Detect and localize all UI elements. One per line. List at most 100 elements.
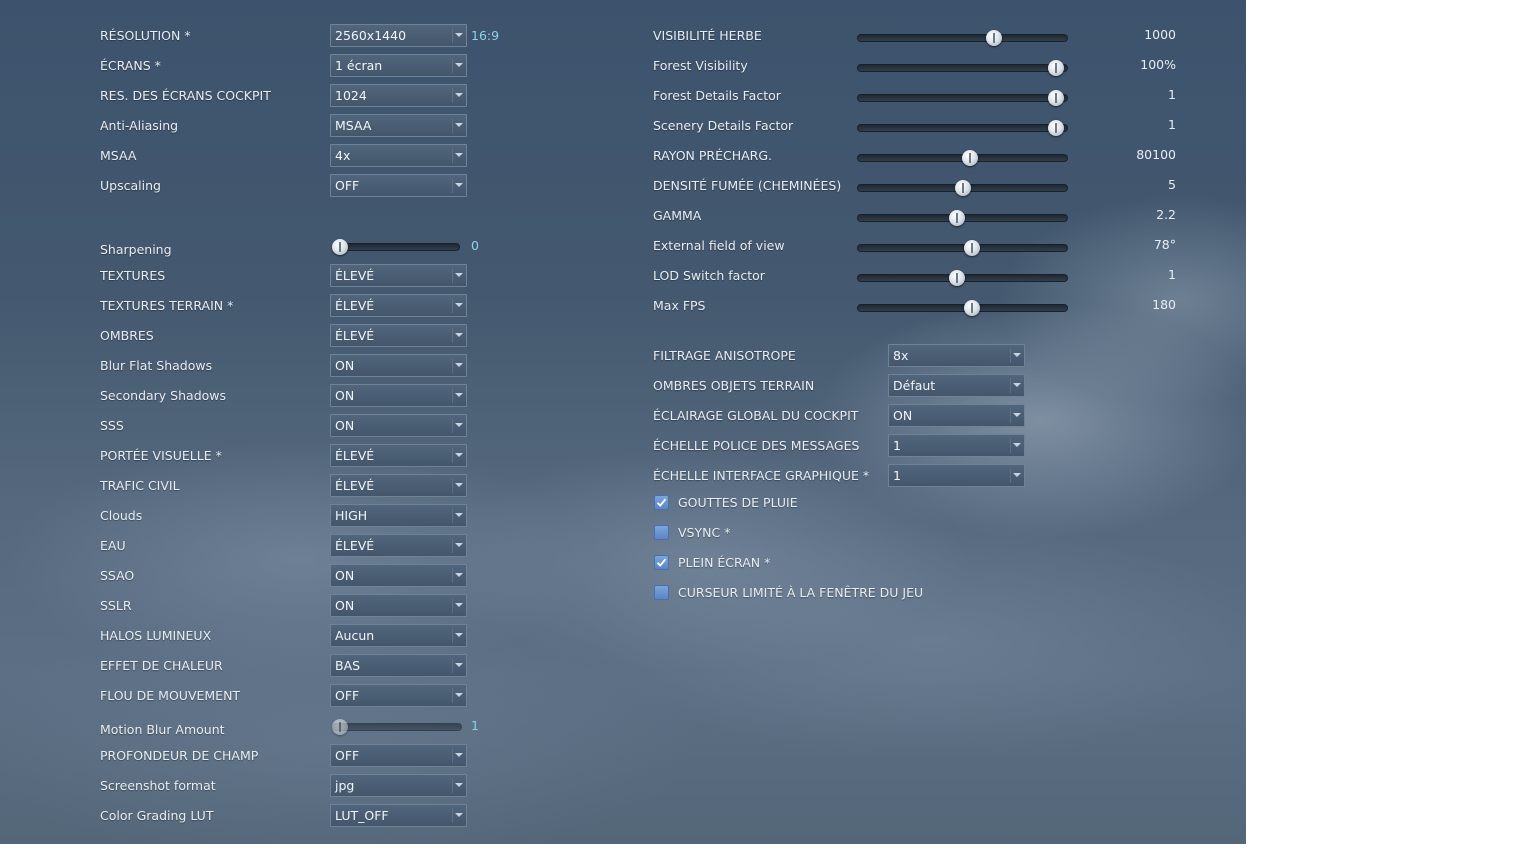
vsync-label[interactable]: VSYNC * (678, 525, 731, 540)
clouds-label: Clouds (100, 508, 143, 523)
external-field-of-view-slider-handle[interactable] (964, 240, 981, 256)
eau-value: ÉLEVÉ (335, 538, 375, 553)
ombres-objets-terrain-dropdown[interactable]: Défaut (888, 374, 1025, 397)
trafic-civil-dropdown[interactable]: ÉLEVÉ (330, 474, 467, 497)
portee-visuelle-dropdown[interactable]: ÉLEVÉ (330, 444, 467, 467)
sharpening-value: 0 (471, 238, 479, 253)
chevron-down-icon (455, 183, 463, 187)
color-grading-lut-dropdown[interactable]: LUT_OFF (330, 804, 467, 827)
dropdown-separator (1010, 438, 1011, 453)
dropdown-separator (452, 388, 453, 403)
effet-de-chaleur-dropdown[interactable]: BAS (330, 654, 467, 677)
clouds-dropdown[interactable]: HIGH (330, 504, 467, 527)
sslr-label: SSLR (100, 598, 132, 613)
gamma-slider-handle[interactable] (948, 210, 965, 226)
screenshot-format-dropdown[interactable]: jpg (330, 774, 467, 797)
ombres-objets-terrain-label: OMBRES OBJETS TERRAIN (653, 378, 815, 393)
res-des-ecrans-cockpit-dropdown[interactable]: 1024 (330, 84, 467, 107)
forest-details-factor-slider-track[interactable] (857, 94, 1068, 102)
portee-visuelle-label: PORTÉE VISUELLE * (100, 448, 222, 463)
upscaling-label: Upscaling (100, 178, 161, 193)
upscaling-dropdown[interactable]: OFF (330, 174, 467, 197)
profondeur-de-champ-dropdown[interactable]: OFF (330, 744, 467, 767)
halos-lumineux-dropdown[interactable]: Aucun (330, 624, 467, 647)
echelle-interface-graphique-dropdown[interactable]: 1 (888, 464, 1025, 487)
chevron-down-icon (455, 63, 463, 67)
echelle-police-des-messages-dropdown[interactable]: 1 (888, 434, 1025, 457)
eclairage-global-du-cockpit-dropdown[interactable]: ON (888, 404, 1025, 427)
visibilite-herbe-slider-track[interactable] (857, 34, 1068, 42)
ssao-dropdown[interactable]: ON (330, 564, 467, 587)
anti-aliasing-dropdown[interactable]: MSAA (330, 114, 467, 137)
filtrage-anisotrope-dropdown[interactable]: 8x (888, 344, 1025, 367)
plein-ecran-label[interactable]: PLEIN ÉCRAN * (678, 555, 771, 570)
ecrans-dropdown[interactable]: 1 écran (330, 54, 467, 77)
chevron-down-icon (455, 513, 463, 517)
dropdown-separator (452, 58, 453, 73)
eau-dropdown[interactable]: ÉLEVÉ (330, 534, 467, 557)
textures-value: ÉLEVÉ (335, 268, 375, 283)
external-field-of-view-value: 78° (1153, 237, 1176, 252)
chevron-down-icon (1013, 473, 1021, 477)
curseur-limite-a-la-fenetre-du-jeu-label[interactable]: CURSEUR LIMITÉ À LA FENÊTRE DU JEU (678, 585, 924, 600)
ombres-dropdown[interactable]: ÉLEVÉ (330, 324, 467, 347)
sharpening-slider-track[interactable] (332, 243, 460, 251)
chevron-down-icon (455, 393, 463, 397)
chevron-down-icon (1013, 383, 1021, 387)
chevron-down-icon (455, 363, 463, 367)
resolution-dropdown[interactable]: 2560x1440 (330, 24, 467, 47)
chevron-down-icon (455, 453, 463, 457)
textures-terrain-dropdown[interactable]: ÉLEVÉ (330, 294, 467, 317)
dropdown-separator (452, 88, 453, 103)
gouttes-de-pluie-checkbox[interactable] (654, 495, 669, 510)
max-fps-slider-handle[interactable] (964, 300, 981, 316)
curseur-limite-a-la-fenetre-du-jeu-checkbox[interactable] (654, 585, 669, 600)
lod-switch-factor-value: 1 (1168, 267, 1176, 282)
densite-fumee-cheminees-slider-handle[interactable] (954, 180, 971, 196)
sharpening-slider-handle[interactable] (332, 239, 348, 255)
rayon-precharg-slider-handle[interactable] (962, 150, 979, 166)
chevron-down-icon (455, 483, 463, 487)
dropdown-separator (452, 778, 453, 793)
forest-details-factor-slider-handle[interactable] (1048, 90, 1065, 106)
sslr-dropdown[interactable]: ON (330, 594, 467, 617)
max-fps-slider-track[interactable] (857, 304, 1068, 312)
motion-blur-amount-slider-track (332, 723, 462, 731)
gouttes-de-pluie-label[interactable]: GOUTTES DE PLUIE (678, 495, 798, 510)
blur-flat-shadows-dropdown[interactable]: ON (330, 354, 467, 377)
flou-de-mouvement-dropdown[interactable]: OFF (330, 684, 467, 707)
scenery-details-factor-slider-handle[interactable] (1048, 120, 1065, 136)
scenery-details-factor-slider-track[interactable] (857, 124, 1068, 132)
chevron-down-icon (1013, 353, 1021, 357)
secondary-shadows-dropdown[interactable]: ON (330, 384, 467, 407)
resolution-label: RÉSOLUTION * (100, 28, 191, 43)
rayon-precharg-label: RAYON PRÉCHARG. (653, 148, 773, 163)
plein-ecran-checkbox[interactable] (654, 555, 669, 570)
msaa-dropdown[interactable]: 4x (330, 144, 467, 167)
max-fps-value: 180 (1152, 297, 1176, 312)
vsync-checkbox[interactable] (654, 525, 669, 540)
forest-visibility-slider-track[interactable] (857, 64, 1068, 72)
motion-blur-amount-label: Motion Blur Amount (100, 722, 225, 737)
secondary-shadows-value: ON (335, 388, 355, 403)
res-des-ecrans-cockpit-value: 1024 (335, 88, 367, 103)
lod-switch-factor-slider-handle[interactable] (948, 270, 965, 286)
external-field-of-view-slider-track[interactable] (857, 244, 1068, 252)
dropdown-separator (452, 118, 453, 133)
forest-details-factor-label: Forest Details Factor (653, 88, 781, 103)
chevron-down-icon (455, 603, 463, 607)
dropdown-separator (452, 808, 453, 823)
dropdown-separator (452, 508, 453, 523)
color-grading-lut-value: LUT_OFF (335, 808, 389, 823)
gamma-label: GAMMA (653, 208, 702, 223)
forest-visibility-slider-handle[interactable] (1048, 60, 1065, 76)
effet-de-chaleur-label: EFFET DE CHALEUR (100, 658, 223, 673)
sss-label: SSS (100, 418, 124, 433)
res-des-ecrans-cockpit-label: RES. DES ÉCRANS COCKPIT (100, 88, 271, 103)
visibilite-herbe-slider-handle[interactable] (985, 30, 1002, 46)
sss-dropdown[interactable]: ON (330, 414, 467, 437)
chevron-down-icon (455, 273, 463, 277)
aspect-ratio-label: 16:9 (471, 28, 500, 43)
textures-dropdown[interactable]: ÉLEVÉ (330, 264, 467, 287)
dropdown-separator (452, 538, 453, 553)
